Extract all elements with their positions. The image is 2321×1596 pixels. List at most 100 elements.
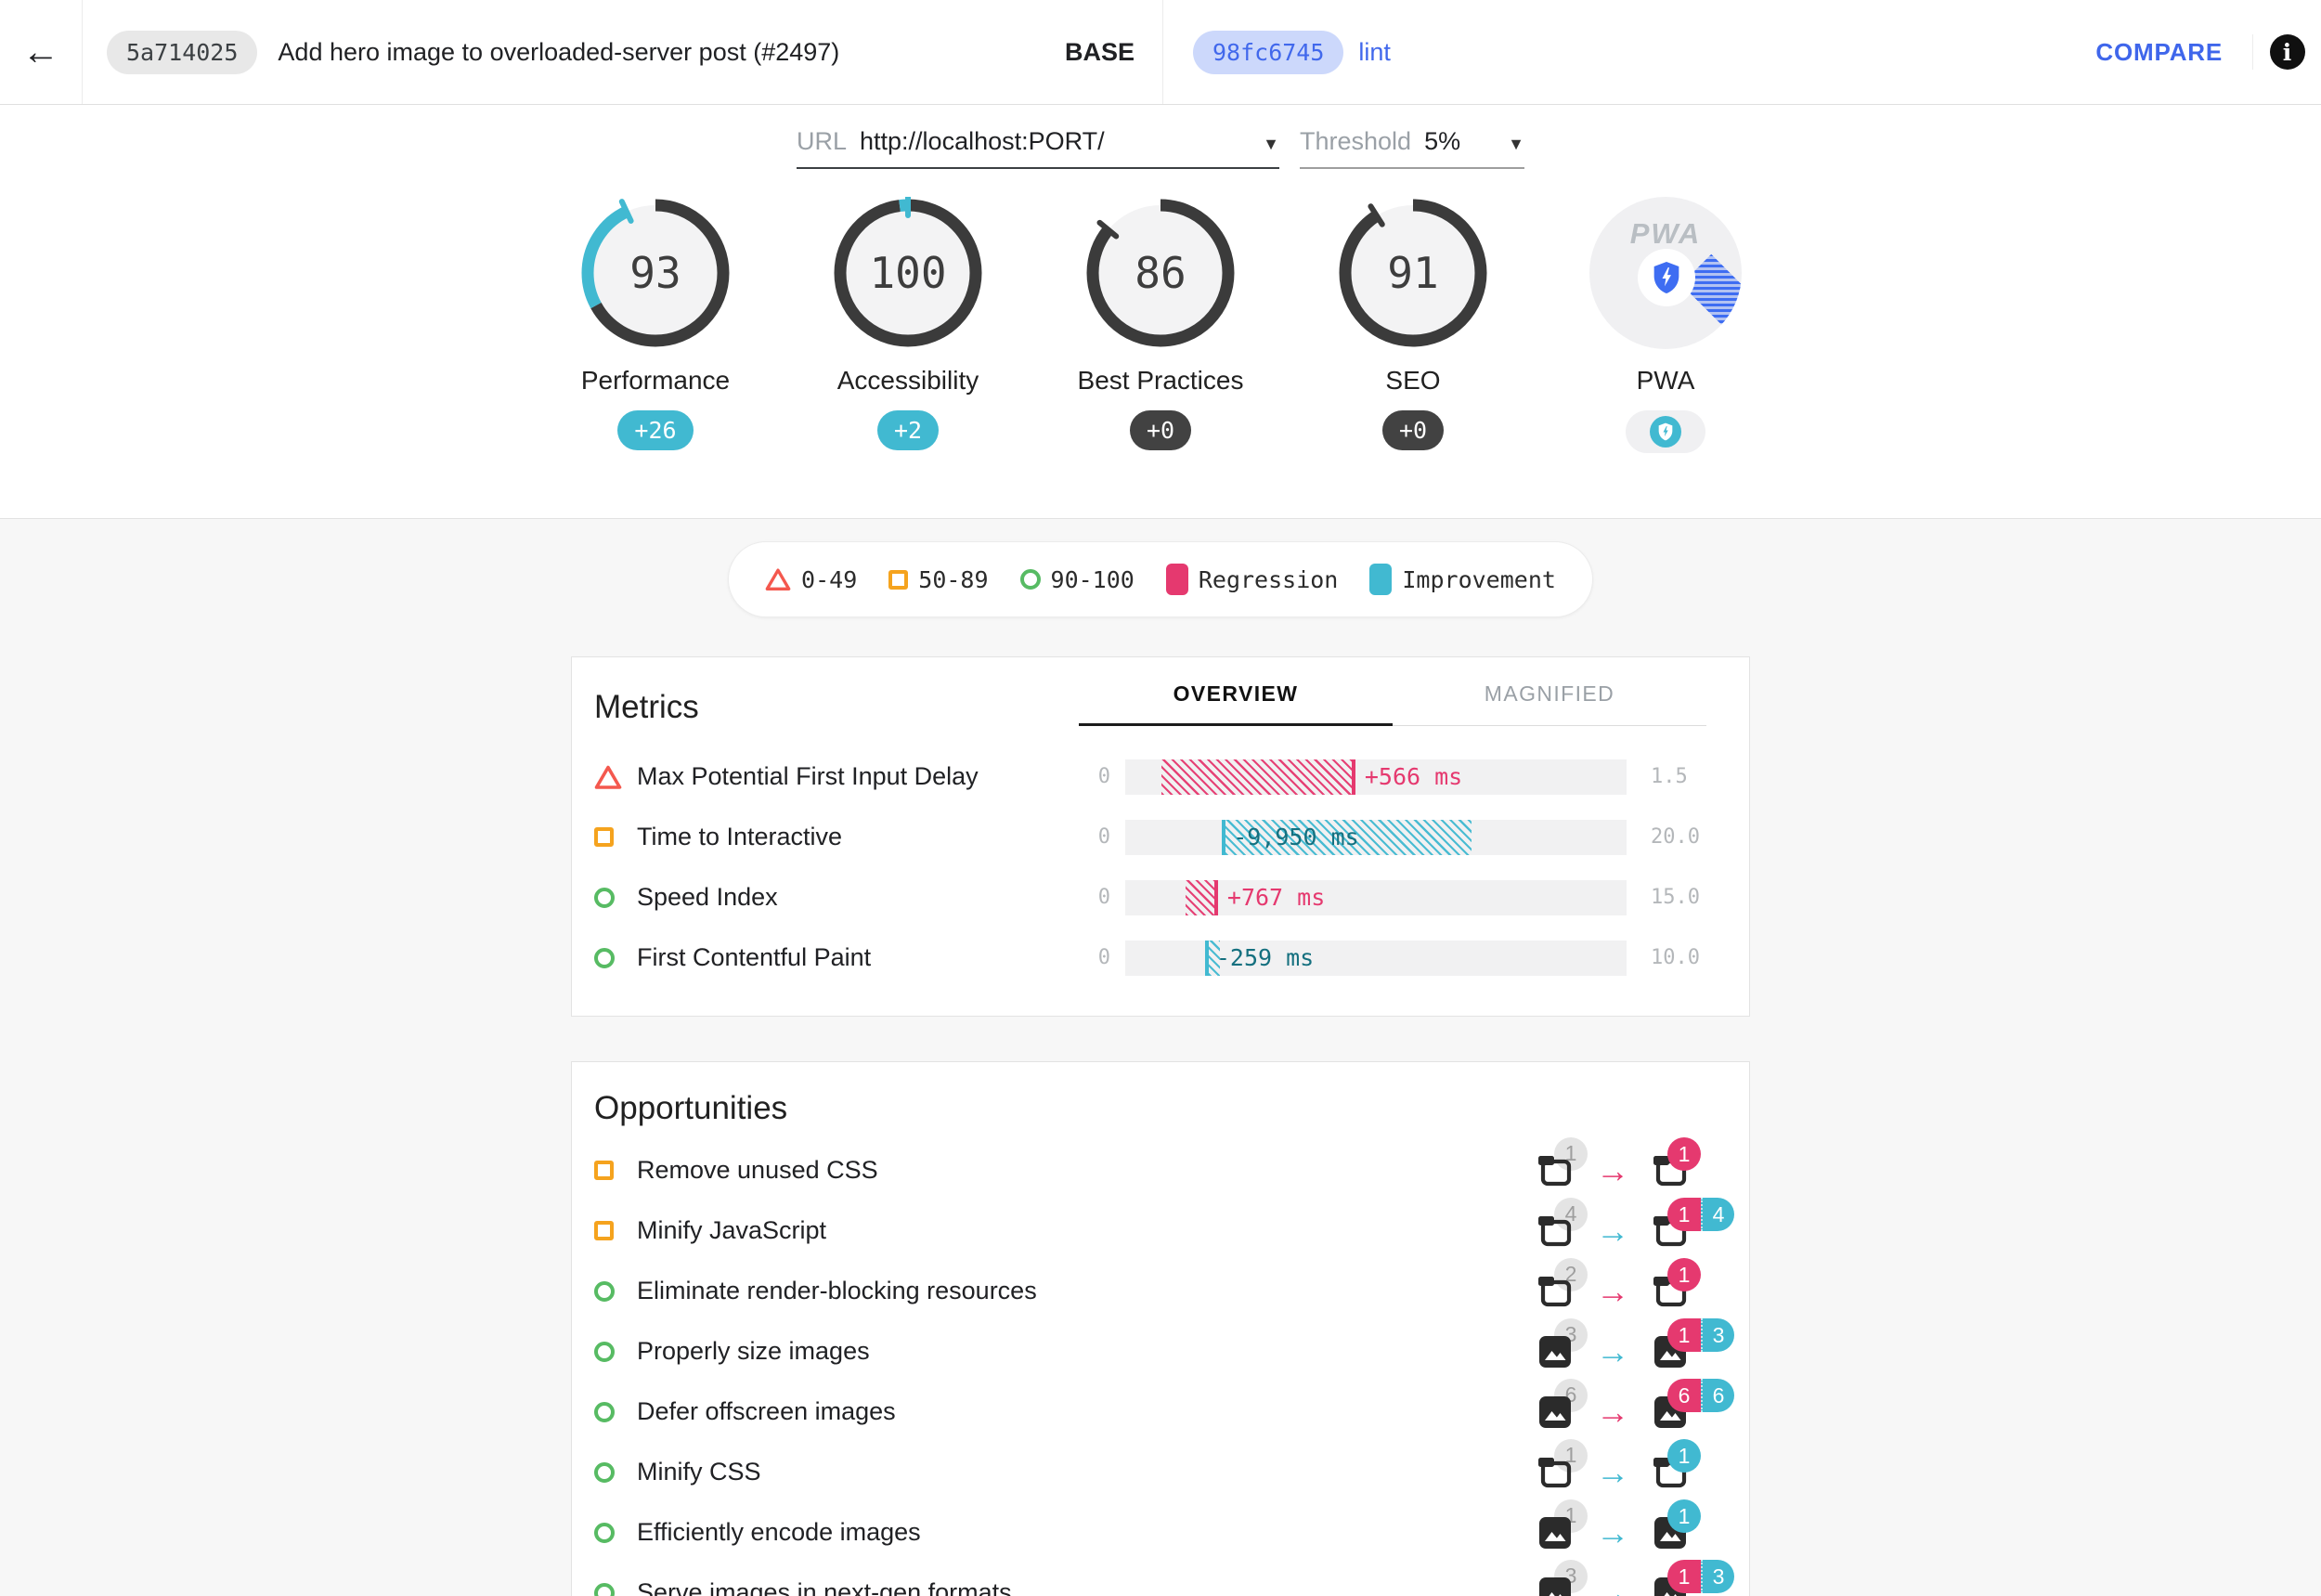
opportunity-row: Remove unused CSS 1 → 1: [594, 1136, 1727, 1200]
legend-improvement: Improvement: [1369, 564, 1556, 595]
compare-commit-hash-chip[interactable]: 98fc6745: [1193, 30, 1344, 74]
fail-triangle-icon: [594, 763, 622, 791]
image-icon: [1539, 1395, 1571, 1428]
scale-max: 15.0: [1651, 886, 1700, 909]
page-icon: [1538, 1276, 1572, 1306]
gauge-score: 93: [629, 248, 681, 298]
metric-delta-value: -9,950 ms: [1233, 823, 1359, 850]
compare-item: 1: [1651, 1499, 1701, 1552]
average-square-icon: [594, 827, 614, 847]
opportunity-diff-cluster: 6 → 6 6: [1536, 1378, 1734, 1432]
threshold-value: 5%: [1424, 127, 1461, 155]
opportunity-diff-cluster: 3 → 1 3: [1536, 1559, 1734, 1596]
gauge-delta-badge: +26: [617, 410, 694, 450]
metric-diff-bar: -9,950 ms: [1125, 819, 1627, 855]
top-header: ← 5a714025 Add hero image to overloaded-…: [0, 0, 2321, 105]
legend-range-pass: 90-100: [1019, 566, 1135, 593]
opportunity-row: Eliminate render-blocking resources 2 → 1: [594, 1257, 1727, 1321]
arrow-right-icon: →: [1596, 1452, 1629, 1491]
gauge-label: Best Practices: [1077, 366, 1244, 395]
opportunity-diff-cluster: 1 → 1: [1536, 1136, 1701, 1190]
improvement-count-badge: 3: [1701, 1559, 1734, 1593]
url-value: http://localhost:PORT/: [860, 127, 1105, 155]
opportunity-label: Defer offscreen images: [637, 1397, 896, 1425]
gauge-performance: 93 Performance +26: [563, 197, 748, 453]
base-item: 1: [1536, 1136, 1588, 1190]
pass-circle-icon: [594, 1280, 615, 1302]
gauge-label: Accessibility: [836, 366, 979, 395]
pass-circle-icon: [594, 1582, 615, 1596]
scale-min: 0: [1097, 946, 1110, 969]
regression-count-badge: 1: [1667, 1559, 1701, 1593]
scale-min: 0: [1097, 765, 1110, 788]
gauge-pwa: PWA PWA: [1573, 197, 1758, 453]
opportunity-row: Properly size images 3 → 1 3: [594, 1317, 1734, 1382]
chevron-down-icon: ▼: [1263, 135, 1279, 153]
opportunity-row: Efficiently encode images 1 → 1: [594, 1499, 1727, 1563]
regression-swatch-icon: [1165, 564, 1188, 595]
score-summary-section: URL http://localhost:PORT/ ▼ Threshold 5…: [0, 105, 2321, 518]
legend-regression-label: Regression: [1198, 565, 1339, 593]
metric-label: First Contentful Paint: [637, 943, 872, 971]
pwa-status-badge: [1626, 410, 1705, 453]
opportunity-label: Eliminate render-blocking resources: [637, 1277, 1037, 1304]
metric-diff-bar: +566 ms: [1125, 759, 1627, 795]
base-commit-title: Add hero image to overloaded-server post…: [278, 37, 840, 66]
opportunity-rows: Remove unused CSS 1 → 1 Minify JavaScript 4 → 1…: [594, 1136, 1734, 1596]
gauge-ring: 100: [834, 197, 982, 347]
opportunity-label: Efficiently encode images: [637, 1518, 921, 1546]
arrow-right-icon: →: [1596, 1392, 1629, 1431]
opportunity-label: Properly size images: [637, 1337, 870, 1365]
diff-hatch-bar: [1222, 819, 1472, 855]
diff-hatch-bar: [1161, 759, 1355, 795]
metrics-tabs: OVERVIEW MAGNIFIED: [1079, 681, 1706, 726]
opportunity-row: Defer offscreen images 6 → 6 6: [594, 1378, 1734, 1442]
metric-label: Max Potential First Input Delay: [637, 762, 979, 790]
opportunity-diff-cluster: 4 → 1 4: [1536, 1197, 1734, 1251]
page-icon: [1538, 1155, 1572, 1186]
pwa-logo-text: PWA: [1629, 217, 1702, 250]
tab-magnified[interactable]: MAGNIFIED: [1393, 681, 1706, 726]
regression-count-badge: 1: [1667, 1317, 1701, 1352]
opportunity-label: Serve images in next-gen formats: [637, 1578, 1012, 1596]
compare-button[interactable]: COMPARE: [2095, 37, 2223, 66]
legend-range-average: 50-89: [888, 565, 989, 593]
regression-count-badge: 1: [1667, 1257, 1701, 1291]
gauge-accessibility: 100 Accessibility +2: [815, 197, 1001, 453]
legend: 0-49 50-89 90-100 Regression Improvement: [728, 541, 1593, 617]
gauge-score: 91: [1387, 248, 1438, 298]
pass-circle-icon: [1019, 569, 1041, 590]
compare-branch-name[interactable]: lint: [1358, 37, 1391, 66]
image-icon: [1539, 1516, 1571, 1549]
opportunity-label: Minify CSS: [637, 1458, 761, 1486]
metric-row: First Contentful Paint 0 -259 ms 10.0: [594, 928, 1727, 988]
base-item: 4: [1536, 1197, 1588, 1251]
metric-rows: Max Potential First Input Delay 0 +566 ms 1…: [594, 746, 1727, 988]
gauge-score: 100: [869, 248, 946, 298]
base-commit-hash-chip[interactable]: 5a714025: [107, 30, 258, 74]
base-item: 6: [1536, 1378, 1588, 1432]
legend-range-average-label: 50-89: [918, 565, 989, 593]
opportunities-panel: Opportunities Remove unused CSS 1 → 1 Minify…: [571, 1061, 1750, 1596]
url-select[interactable]: URL http://localhost:PORT/ ▼: [797, 127, 1279, 169]
improvement-swatch-icon: [1369, 564, 1393, 595]
image-icon: [1539, 1577, 1571, 1596]
back-button[interactable]: ←: [0, 0, 83, 104]
legend-range-fail-label: 0-49: [801, 565, 858, 593]
gauge-seo: 91 SEO +0: [1320, 197, 1506, 453]
legend-regression: Regression: [1165, 564, 1339, 595]
threshold-label: Threshold: [1300, 127, 1412, 155]
page-icon: [1538, 1457, 1572, 1487]
base-commit-section: 5a714025 Add hero image to overloaded-se…: [83, 0, 1162, 104]
info-icon[interactable]: i: [2269, 34, 2305, 70]
gauge-label: Performance: [580, 366, 731, 395]
improvement-count-badge: 1: [1667, 1499, 1701, 1533]
tab-overview[interactable]: OVERVIEW: [1079, 681, 1393, 726]
pwa-shield-icon: [1638, 249, 1695, 306]
regression-count-badge: 1: [1667, 1136, 1701, 1171]
arrow-right-icon: →: [1596, 1512, 1629, 1551]
threshold-select[interactable]: Threshold 5% ▼: [1300, 127, 1524, 169]
metric-diff-bar: +767 ms: [1125, 879, 1627, 915]
